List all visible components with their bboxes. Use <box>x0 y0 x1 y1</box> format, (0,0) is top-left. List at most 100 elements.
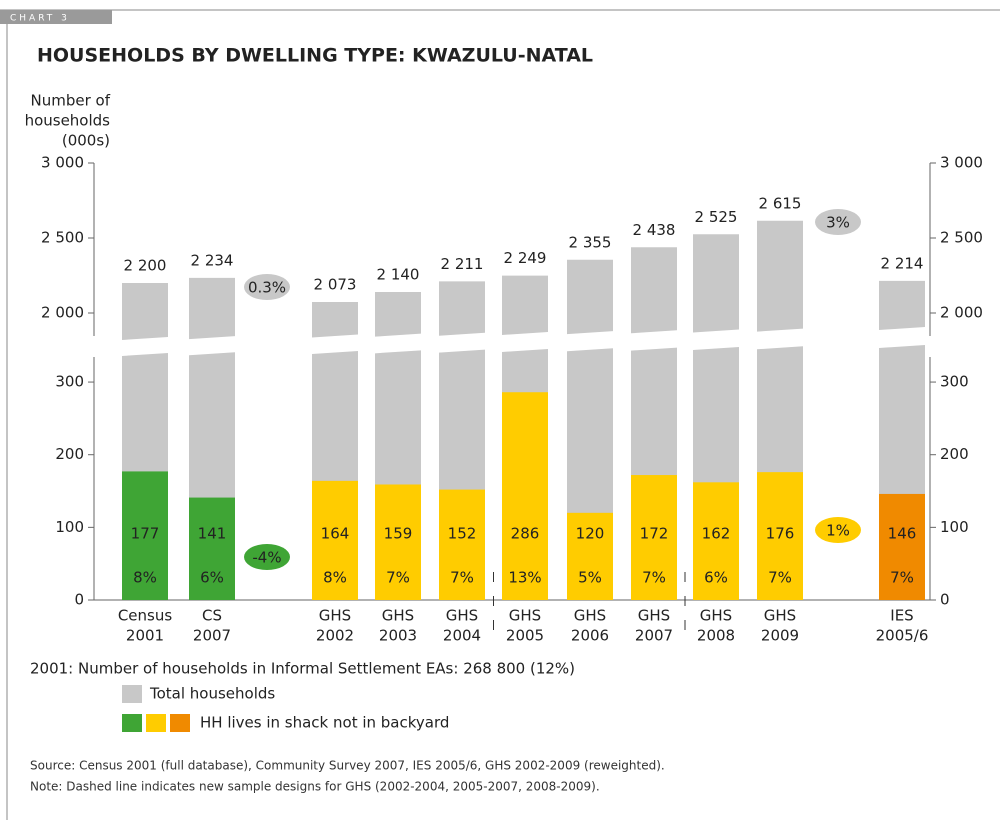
source: Note: Dashed line indicates new sample d… <box>30 780 600 794</box>
share-label: 7% <box>642 569 666 587</box>
annotation-bubble <box>815 517 861 543</box>
x-tick-label: GHS <box>700 607 732 625</box>
value-label: 2 355 <box>569 233 612 251</box>
value-label: 2 140 <box>377 266 420 284</box>
share-label: 8% <box>133 569 157 587</box>
y-tick-label: 200 <box>55 445 84 463</box>
share-label: 7% <box>386 569 410 587</box>
legend-label: Total households <box>149 685 275 703</box>
y-axis-label: Number of <box>31 92 111 110</box>
bar <box>693 482 739 600</box>
legend-swatch <box>122 714 142 732</box>
y-axis-label: households <box>25 112 111 130</box>
value-label: 2 234 <box>191 251 234 269</box>
value-label: 159 <box>384 525 413 543</box>
x-tick-label: 2006 <box>571 627 609 645</box>
value-label: 146 <box>888 525 917 543</box>
y-tick-label: 2 000 <box>41 304 84 322</box>
y-tick-label: 300 <box>55 373 84 391</box>
legend-swatch <box>170 714 190 732</box>
chart-label: CHART 3 <box>10 14 70 24</box>
x-tick-label: 2009 <box>761 627 799 645</box>
source: Source: Census 2001 (full database), Com… <box>30 759 665 773</box>
bar-upper <box>693 234 739 333</box>
share-label: 7% <box>450 569 474 587</box>
x-tick-label: 2007 <box>193 627 231 645</box>
bar <box>375 484 421 600</box>
share-label: 13% <box>508 569 541 587</box>
x-tick-label: CS <box>202 607 222 625</box>
value-label: 2 214 <box>881 254 924 272</box>
annotation: 3% <box>826 214 850 232</box>
share-label: 6% <box>200 569 224 587</box>
chart-tab <box>0 10 112 24</box>
value-label: 152 <box>448 525 477 543</box>
annotation: -4% <box>252 549 281 567</box>
legend-swatch <box>146 714 166 732</box>
x-tick-label: 2004 <box>443 627 481 645</box>
y-tick-label: 2 000 <box>940 304 983 322</box>
value-label: 286 <box>511 525 540 543</box>
annotation: 1% <box>826 522 850 540</box>
y-tick-label: 2 500 <box>41 229 84 247</box>
x-tick-label: GHS <box>382 607 414 625</box>
y-axis-label: (000s) <box>62 132 110 150</box>
share-label: 8% <box>323 569 347 587</box>
bar <box>567 512 613 600</box>
x-tick-label: 2005 <box>506 627 544 645</box>
x-tick-label: 2003 <box>379 627 417 645</box>
bar-upper <box>122 283 168 340</box>
annotation-bubble <box>244 274 290 300</box>
bar <box>631 475 677 600</box>
x-tick-label: Census <box>118 607 173 625</box>
y-tick-label: 0 <box>940 591 950 609</box>
share-label: 6% <box>704 569 728 587</box>
note: 2001: Number of households in Informal S… <box>30 660 575 678</box>
share-label: 7% <box>890 569 914 587</box>
x-tick-label: GHS <box>509 607 541 625</box>
y-tick-label: 2 500 <box>940 229 983 247</box>
x-tick-label: GHS <box>638 607 670 625</box>
value-label: 164 <box>321 525 350 543</box>
y-tick-label: 300 <box>940 373 969 391</box>
value-label: 141 <box>198 525 227 543</box>
value-label: 2 525 <box>695 208 738 226</box>
x-tick-label: GHS <box>446 607 478 625</box>
x-tick-label: GHS <box>764 607 796 625</box>
value-label: 2 211 <box>441 255 484 273</box>
x-tick-label: 2008 <box>697 627 735 645</box>
bar-upper <box>757 220 803 332</box>
value-label: 2 073 <box>314 276 357 294</box>
legend-label: HH lives in shack not in backyard <box>200 714 449 732</box>
x-tick-label: IES <box>890 607 913 625</box>
bar <box>122 471 168 600</box>
value-label: 172 <box>640 525 669 543</box>
value-label: 2 438 <box>633 221 676 239</box>
annotation-bubble <box>815 209 861 235</box>
bar <box>757 472 803 600</box>
y-tick-label: 200 <box>940 445 969 463</box>
y-tick-label: 0 <box>74 591 84 609</box>
value-label: 120 <box>576 525 605 543</box>
x-tick-label: GHS <box>319 607 351 625</box>
bar <box>189 497 235 600</box>
x-tick-label: GHS <box>574 607 606 625</box>
x-tick-label: 2007 <box>635 627 673 645</box>
bar-upper <box>189 277 235 340</box>
value-label: 2 249 <box>504 249 547 267</box>
y-tick-label: 3 000 <box>940 154 983 172</box>
y-tick-label: 100 <box>940 518 969 536</box>
y-tick-label: 3 000 <box>41 154 84 172</box>
bar <box>439 489 485 600</box>
bar-upper <box>439 281 485 336</box>
bar-upper <box>879 280 925 330</box>
bar-upper <box>312 302 358 338</box>
bar-upper <box>502 275 548 335</box>
bar-upper <box>375 292 421 337</box>
bar-upper <box>631 247 677 334</box>
bar-upper <box>567 259 613 335</box>
bar <box>312 480 358 600</box>
chart-title: HOUSEHOLDS BY DWELLING TYPE: KWAZULU-NAT… <box>37 45 593 67</box>
x-tick-label: 2005/6 <box>876 627 929 645</box>
